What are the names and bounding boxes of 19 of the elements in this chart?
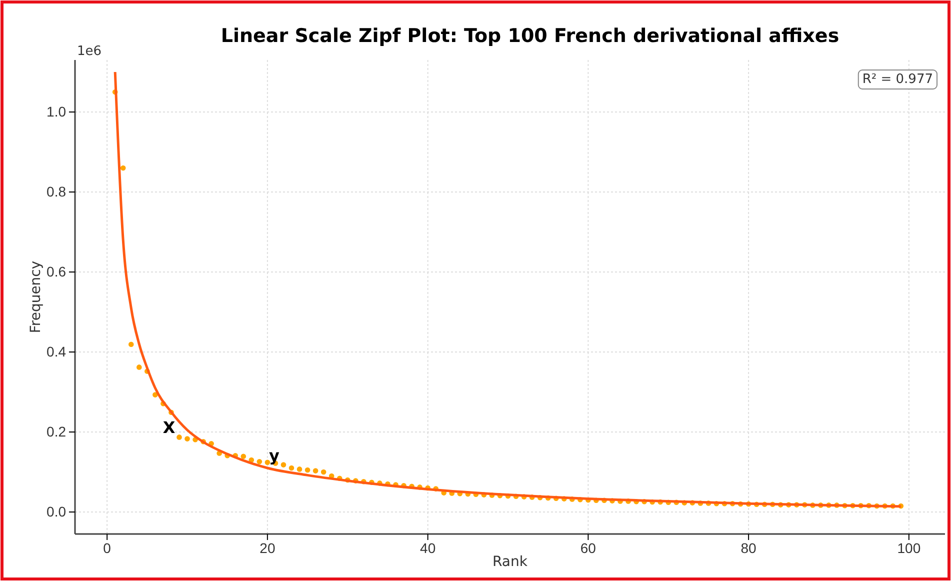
x-tick-label: 0	[103, 540, 112, 556]
y-tick-label: 1.0	[46, 103, 66, 120]
x-tick-label: 60	[580, 540, 596, 556]
x-tick-label: 100	[897, 540, 921, 556]
x-tick-label: 80	[740, 540, 757, 556]
y-tick-label: 0.4	[46, 343, 66, 360]
x-axis-title: Rank	[492, 554, 528, 570]
x-tick-label: 40	[420, 540, 436, 556]
chart-title: Linear Scale Zipf Plot: Top 100 French derivational affixes	[220, 25, 840, 47]
annotation: y	[269, 446, 280, 465]
y-tick-label: 0.2	[46, 423, 66, 440]
y-tick-label: 0.8	[46, 183, 66, 200]
annotation: X	[162, 418, 176, 438]
y-axis-title: Frequency	[28, 260, 44, 334]
text: 1e6	[77, 44, 102, 59]
y-tick-label: 0.6	[46, 263, 66, 280]
annotation: R² = 0.977	[862, 72, 933, 87]
y-tick-label: 0.0	[46, 503, 66, 520]
x-tick-label: 20	[260, 540, 276, 556]
